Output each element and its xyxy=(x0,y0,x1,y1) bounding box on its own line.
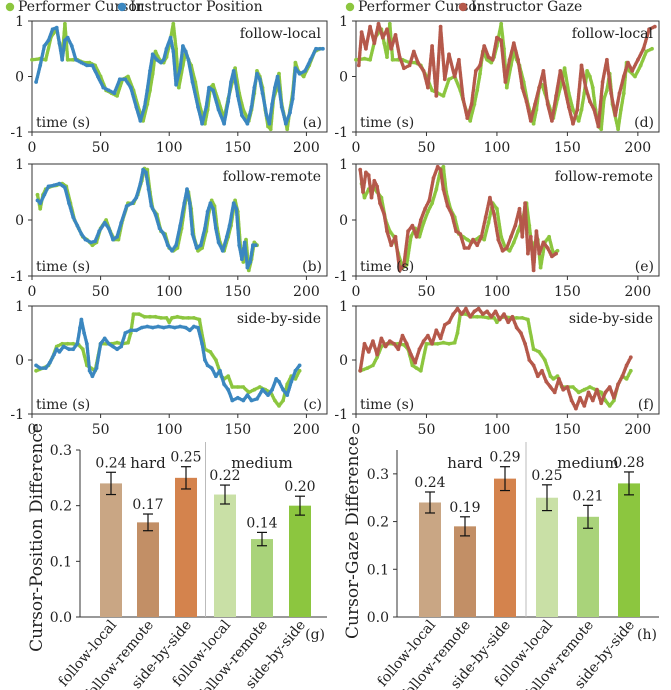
panel-label: (b) xyxy=(302,259,322,275)
series-instructor-trace xyxy=(35,167,258,270)
x-tick-label: 0 xyxy=(352,284,361,300)
x-tick-label: 0 xyxy=(352,140,361,156)
y-tick-label: -1 xyxy=(334,125,348,141)
y-tick-label: 1 xyxy=(15,299,24,315)
y-tick-label: 1 xyxy=(339,14,348,30)
x-axis-label: time (s) xyxy=(360,115,414,131)
x-tick-label: 150 xyxy=(224,422,251,438)
y-tick-label: 1 xyxy=(15,14,24,30)
y-tick-label: -1 xyxy=(334,269,348,285)
data-point xyxy=(253,243,258,248)
data-point xyxy=(652,24,657,29)
y-tick-label: 0 xyxy=(339,213,348,229)
y-tick-label: -1 xyxy=(10,269,24,285)
x-tick-label: 150 xyxy=(554,140,581,156)
x-tick-label: 100 xyxy=(156,422,183,438)
condition-title: follow-local xyxy=(572,26,654,42)
x-tick-label: 100 xyxy=(484,284,511,300)
x-axis-label: time (s) xyxy=(36,115,90,131)
y-tick-label: 0 xyxy=(339,70,348,86)
legend-label: Performer Cursor xyxy=(358,0,484,15)
legend-label: Performer Cursor xyxy=(18,0,144,15)
y-tick-label: -1 xyxy=(10,407,24,423)
x-tick-label: 200 xyxy=(293,422,320,438)
x-axis-label: time (s) xyxy=(36,397,90,413)
x-tick-label: 200 xyxy=(293,284,320,300)
data-point xyxy=(650,46,654,51)
panel-label: (a) xyxy=(303,115,322,131)
legend-label: Instructor Gaze xyxy=(471,0,582,15)
legend-marker xyxy=(345,2,355,12)
panel-label: (c) xyxy=(303,397,322,413)
x-tick-label: 0 xyxy=(28,284,37,300)
y-tick-label: 1 xyxy=(15,157,24,173)
y-tick-label: 0 xyxy=(15,353,24,369)
x-tick-label: 0 xyxy=(28,140,37,156)
condition-title: follow-local xyxy=(240,26,322,42)
y-tick-label: -1 xyxy=(10,125,24,141)
x-tick-label: 50 xyxy=(92,140,110,156)
panel-label: (d) xyxy=(634,115,654,131)
data-point xyxy=(321,46,325,51)
x-tick-label: 100 xyxy=(156,140,183,156)
series-instructor-trace xyxy=(34,25,325,126)
x-axis-label: time (s) xyxy=(36,259,90,275)
x-tick-label: 50 xyxy=(418,140,436,156)
y-tick-label: 0 xyxy=(15,213,24,229)
y-tick-label: 0 xyxy=(15,70,24,86)
x-tick-label: 50 xyxy=(418,284,436,300)
x-tick-label: 100 xyxy=(156,284,183,300)
x-tick-label: 150 xyxy=(554,284,581,300)
y-tick-label: 1 xyxy=(339,157,348,173)
x-tick-label: 200 xyxy=(293,140,320,156)
x-tick-label: 100 xyxy=(484,140,511,156)
legend-marker xyxy=(117,2,127,12)
x-tick-label: 200 xyxy=(624,284,651,300)
x-tick-label: 50 xyxy=(92,284,110,300)
x-tick-label: 200 xyxy=(624,140,651,156)
x-tick-label: 150 xyxy=(224,140,251,156)
x-tick-label: 50 xyxy=(92,422,110,438)
condition-title: side-by-side xyxy=(237,311,321,327)
legend-label: Instructor Position xyxy=(130,0,263,15)
series-instructor-trace xyxy=(34,317,302,403)
data-point xyxy=(297,363,302,368)
legend-marker xyxy=(458,2,468,12)
condition-title: follow-remote xyxy=(223,169,321,185)
legend-marker xyxy=(5,2,15,12)
x-tick-label: 150 xyxy=(224,284,251,300)
